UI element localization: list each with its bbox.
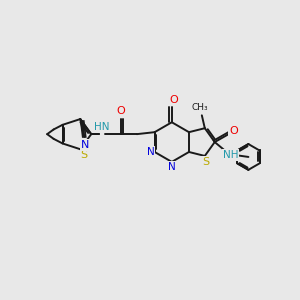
Text: N: N bbox=[168, 162, 176, 172]
Text: O: O bbox=[229, 126, 238, 136]
Text: N: N bbox=[147, 147, 154, 157]
Text: O: O bbox=[169, 95, 178, 106]
Text: N: N bbox=[81, 140, 89, 150]
Text: HN: HN bbox=[94, 122, 110, 132]
Text: HN: HN bbox=[95, 122, 111, 132]
Text: O: O bbox=[117, 106, 125, 116]
Text: S: S bbox=[202, 157, 209, 167]
Text: CH₃: CH₃ bbox=[191, 103, 208, 112]
Text: S: S bbox=[81, 150, 88, 160]
Text: NH: NH bbox=[223, 150, 238, 160]
